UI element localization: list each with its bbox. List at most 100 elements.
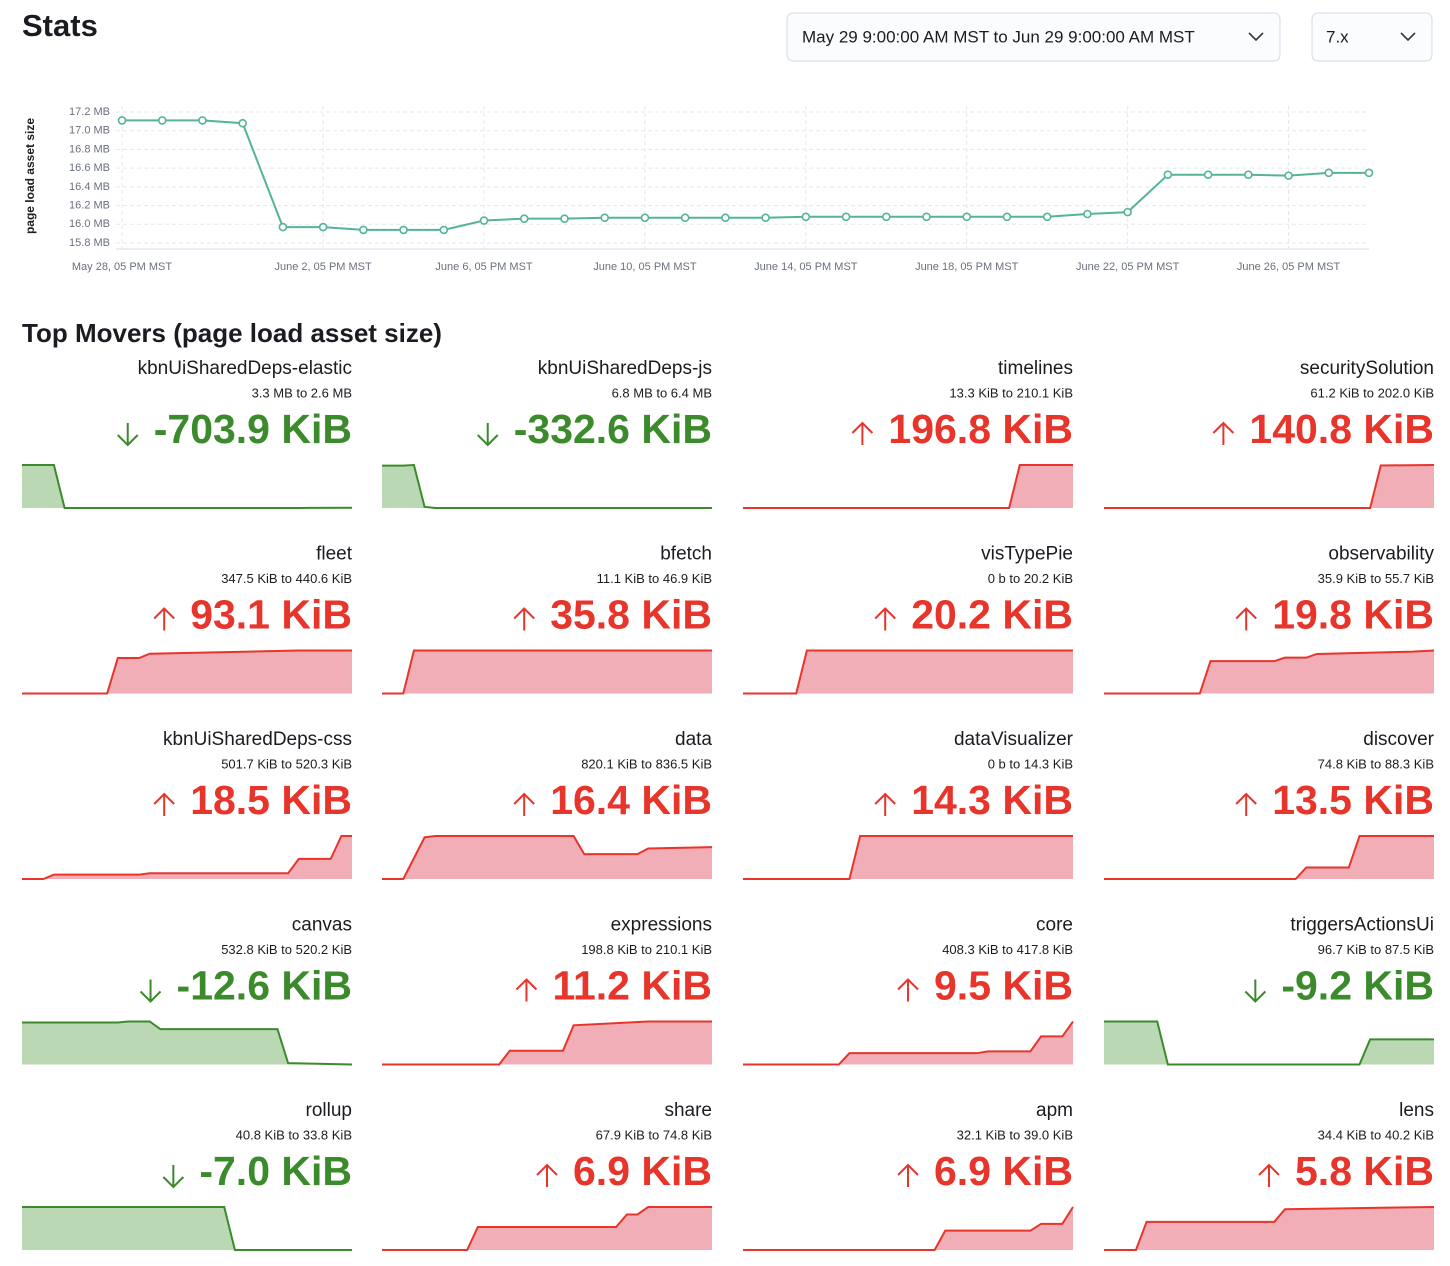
y-tick-label: 17.0 MB [69,125,110,137]
mover-card: expressions 198.8 KiB to 210.1 KiB 11.2 Ki… [382,915,712,1066]
point [1123,207,1132,217]
mover-range: 13.3 KiB to 210.1 KiB [949,385,1073,400]
branch-picker[interactable]: 7.x [1311,12,1433,62]
mover-delta: -332.6 KiB [514,406,712,452]
mover-delta: 196.8 KiB [888,406,1073,452]
sparkline-area [382,836,712,879]
mover-card: data 820.1 KiB to 836.5 KiB 16.4 KiB [382,729,713,880]
point [157,116,167,125]
sparkline-area [743,1207,1073,1250]
direction-arrow [1235,792,1257,816]
mover-name: data [675,729,712,750]
sparkline [1104,1020,1434,1066]
mover-range: 532.8 KiB to 520.2 KiB [221,942,352,957]
mover-range: 11.1 KiB to 46.9 KiB [597,571,712,586]
page-title: Stats [22,8,98,43]
mover-name: securitySolution [1300,358,1434,379]
mover-delta: -9.2 KiB [1281,962,1434,1008]
point [680,213,690,223]
mover-card: triggersActionsUi 96.7 KiB to 87.5 KiB -9.… [1104,915,1434,1066]
mover-delta: -12.6 KiB [177,962,352,1008]
mover-card: discover 74.8 KiB to 88.3 KiB 13.5 KiB [1104,729,1435,880]
mover-name: triggersActionsUi [1290,915,1434,936]
mover-range: 501.7 KiB to 520.3 KiB [221,756,352,771]
point [278,222,288,232]
mover-delta: 18.5 KiB [190,777,352,823]
mover-delta: 6.9 KiB [573,1148,712,1194]
sparkline-area [382,1021,712,1065]
direction-arrow [477,423,499,447]
direction-arrow [1212,421,1235,445]
point [801,212,811,222]
mover-name: timelines [998,358,1073,379]
sparkline-area [382,650,712,694]
sparkline-area [1104,836,1434,879]
mover-range: 198.8 KiB to 210.1 KiB [581,942,712,957]
mover-range: 0 b to 14.3 KiB [988,756,1073,771]
sparkline [382,1020,712,1066]
mover-delta: 19.8 KiB [1272,591,1434,637]
direction-arrow [874,607,896,631]
point [640,213,650,223]
sparkline-area [382,1207,712,1250]
mover-range: 74.8 KiB to 88.3 KiB [1318,756,1434,771]
mover-card: observability 35.9 KiB to 55.7 KiB 19.8 Ki… [1104,544,1434,695]
mover-card: timelines 13.3 KiB to 210.1 KiB 196.8 KiB [743,358,1073,509]
direction-arrow [139,979,162,1003]
x-tick-label: June 14, 05 PM MST [754,261,858,273]
x-tick-label: May 28, 05 PM MST [72,261,173,273]
point [399,225,408,235]
point [1244,170,1253,179]
branch[interactable]: 7.x [1326,27,1349,46]
chevron[interactable] [1248,32,1264,42]
direction-arrow [897,978,919,1002]
point [922,212,931,222]
mover-delta: 93.1 KiB [190,591,352,637]
line [122,119,1369,231]
time-picker[interactable]: May 29 9:00:00 AM MST to Jun 29 9:00:00 … [786,12,1281,62]
mover-delta: 14.3 KiB [911,777,1073,823]
sparkline [22,835,352,880]
direction-arrow [153,607,175,631]
sparkline-area [1104,650,1434,694]
mover-card: fleet 347.5 KiB to 440.6 KiB 93.1 KiB [22,544,353,695]
sparkline [22,464,353,509]
sparkline [22,1020,353,1066]
point [600,213,610,223]
x-tick-label: June 26, 05 PM MST [1237,261,1341,273]
sparkline-area [22,1207,352,1250]
mover-delta: 140.8 KiB [1249,406,1434,452]
sparkline [382,835,713,880]
sparkline [743,835,1073,880]
time-range[interactable]: May 29 9:00:00 AM MST to Jun 29 9:00:00 … [802,27,1195,46]
mover-range: 40.8 KiB to 33.8 KiB [236,1127,352,1142]
point [1042,212,1052,222]
direction-arrow [513,607,535,631]
point [962,212,972,222]
point [560,214,569,223]
mover-delta: 35.8 KiB [550,591,712,637]
mover-name: discover [1363,729,1434,750]
y-tick-label: 16.0 MB [69,218,110,230]
section-title: Top Movers (page load asset size) [22,318,442,348]
mover-card: rollup 40.8 KiB to 33.8 KiB -7.0 KiB [22,1100,352,1251]
sparkline [743,464,1073,509]
x-tick-label: June 22, 05 PM MST [1076,261,1180,273]
mover-name: share [664,1100,712,1121]
sparkline [382,1206,712,1251]
direction-arrow [1235,607,1257,631]
direction-arrow [874,792,896,816]
direction-arrow [1258,1163,1280,1187]
y-tick-label: 17.2 MB [69,106,110,118]
x-tick-label: June 6, 05 PM MST [435,261,532,273]
direction-arrow [513,792,535,816]
mover-range: 408.3 KiB to 417.8 KiB [942,942,1073,957]
branch-picker-box[interactable] [1311,12,1433,62]
chevron[interactable] [1400,32,1416,42]
mover-delta: 6.9 KiB [934,1148,1073,1194]
time-picker-box[interactable] [786,12,1281,62]
mover-card: bfetch 11.1 KiB to 46.9 KiB 35.8 KiB [382,544,712,695]
mover-delta: 5.8 KiB [1295,1148,1434,1194]
mover-name: rollup [306,1100,352,1121]
point [841,212,851,222]
